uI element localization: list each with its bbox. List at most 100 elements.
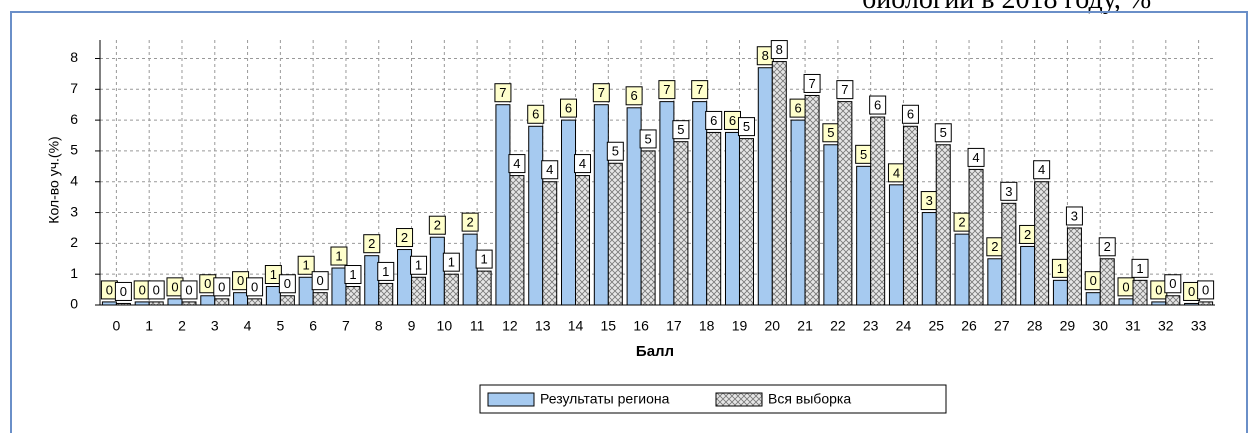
bar bbox=[1198, 301, 1214, 306]
y-tick-label: 2 bbox=[70, 234, 78, 250]
x-tick-label: 5 bbox=[276, 318, 284, 334]
bar bbox=[987, 258, 1003, 306]
value-label: 0 bbox=[120, 284, 127, 299]
value-label: 7 bbox=[499, 85, 506, 100]
value-label-box bbox=[901, 104, 919, 124]
y-tick-label: 7 bbox=[70, 80, 78, 96]
y-tick-label: 3 bbox=[70, 203, 78, 219]
bar bbox=[607, 162, 623, 306]
value-label: 6 bbox=[565, 101, 572, 116]
bar bbox=[181, 301, 197, 306]
x-tick-label: 27 bbox=[994, 318, 1010, 334]
value-label: 0 bbox=[237, 273, 244, 288]
x-tick-label: 25 bbox=[928, 318, 944, 334]
value-label: 7 bbox=[598, 85, 605, 100]
legend-box bbox=[479, 384, 947, 414]
value-label-box bbox=[625, 86, 643, 106]
x-tick-label: 13 bbox=[535, 318, 551, 334]
bar bbox=[640, 150, 656, 306]
bar bbox=[870, 116, 886, 306]
value-label: 5 bbox=[827, 125, 834, 140]
bar bbox=[233, 292, 249, 306]
bar bbox=[148, 301, 164, 306]
value-label: 7 bbox=[808, 76, 815, 91]
bar bbox=[443, 273, 459, 306]
x-tick-label: 20 bbox=[764, 318, 780, 334]
bar bbox=[167, 298, 183, 306]
bar bbox=[921, 212, 937, 306]
bar bbox=[200, 295, 216, 306]
legend-label: Результаты региона bbox=[540, 391, 670, 407]
value-label: 7 bbox=[696, 82, 703, 97]
bar bbox=[411, 276, 427, 306]
value-label: 0 bbox=[317, 273, 324, 288]
value-label: 0 bbox=[106, 282, 113, 297]
value-label-box bbox=[428, 215, 446, 235]
bar bbox=[279, 295, 295, 306]
x-tick-label: 19 bbox=[732, 318, 748, 334]
value-label-box bbox=[1098, 237, 1116, 257]
x-tick-label: 10 bbox=[437, 318, 453, 334]
bar bbox=[378, 282, 394, 306]
value-label: 4 bbox=[1038, 162, 1045, 177]
value-label: 6 bbox=[874, 97, 881, 112]
bar bbox=[823, 144, 839, 306]
value-label-box bbox=[1164, 274, 1182, 294]
bar bbox=[429, 236, 445, 306]
x-tick-label: 26 bbox=[961, 318, 977, 334]
value-label-box bbox=[803, 73, 821, 93]
bar bbox=[659, 101, 675, 306]
value-label-box bbox=[934, 123, 952, 143]
value-label-box bbox=[1131, 258, 1149, 278]
x-tick-label: 12 bbox=[502, 318, 518, 334]
value-label: 1 bbox=[335, 248, 342, 263]
value-label-box bbox=[737, 117, 755, 137]
x-tick-label: 4 bbox=[244, 318, 252, 334]
x-tick-label: 15 bbox=[601, 318, 617, 334]
legend-swatch bbox=[715, 392, 763, 407]
value-label-box bbox=[246, 277, 264, 297]
x-tick-label: 24 bbox=[896, 318, 912, 334]
value-label: 1 bbox=[270, 267, 277, 282]
bar bbox=[101, 301, 117, 306]
bar bbox=[1165, 295, 1181, 306]
value-label-box bbox=[344, 265, 362, 285]
bar bbox=[1001, 202, 1017, 306]
value-label: 2 bbox=[368, 236, 375, 251]
value-label: 0 bbox=[1188, 284, 1195, 299]
x-tick-label: 8 bbox=[375, 318, 383, 334]
bar bbox=[1118, 298, 1134, 306]
value-label-box bbox=[363, 234, 381, 254]
value-label: 0 bbox=[153, 282, 160, 297]
value-label: 0 bbox=[1169, 276, 1176, 291]
value-label-box bbox=[213, 277, 231, 297]
value-label-box bbox=[672, 120, 690, 140]
value-label: 5 bbox=[940, 125, 947, 140]
value-label: 4 bbox=[546, 162, 553, 177]
bar bbox=[837, 101, 853, 306]
bar bbox=[462, 233, 478, 306]
bar bbox=[626, 107, 642, 306]
x-tick-label: 9 bbox=[408, 318, 416, 334]
bar bbox=[757, 67, 773, 306]
bar bbox=[115, 302, 131, 306]
bar bbox=[902, 125, 918, 306]
bar bbox=[1184, 302, 1200, 306]
value-label: 6 bbox=[907, 107, 914, 122]
value-label: 0 bbox=[171, 279, 178, 294]
x-tick-label: 31 bbox=[1125, 318, 1141, 334]
x-tick-label: 30 bbox=[1092, 318, 1108, 334]
value-label: 6 bbox=[532, 107, 539, 122]
value-label: 1 bbox=[349, 267, 356, 282]
bar bbox=[888, 184, 904, 306]
value-label: 2 bbox=[991, 239, 998, 254]
value-label: 3 bbox=[1005, 184, 1012, 199]
value-label-box bbox=[494, 83, 512, 103]
value-label-box bbox=[592, 83, 610, 103]
bar bbox=[1052, 279, 1068, 306]
value-label: 0 bbox=[1122, 279, 1129, 294]
bar bbox=[542, 181, 558, 306]
value-label: 5 bbox=[644, 131, 651, 146]
bar bbox=[935, 144, 951, 306]
